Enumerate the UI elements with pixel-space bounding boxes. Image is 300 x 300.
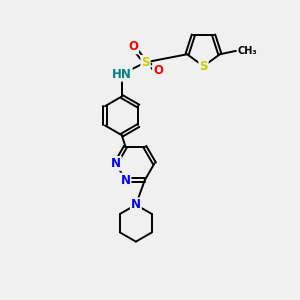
Text: O: O: [153, 64, 163, 77]
Text: HN: HN: [112, 68, 132, 81]
Text: O: O: [128, 40, 138, 53]
Text: N: N: [111, 157, 121, 170]
Text: S: S: [141, 56, 150, 69]
Text: N: N: [121, 174, 130, 187]
Text: S: S: [199, 60, 208, 73]
Text: N: N: [131, 198, 141, 211]
Text: CH₃: CH₃: [237, 46, 257, 56]
